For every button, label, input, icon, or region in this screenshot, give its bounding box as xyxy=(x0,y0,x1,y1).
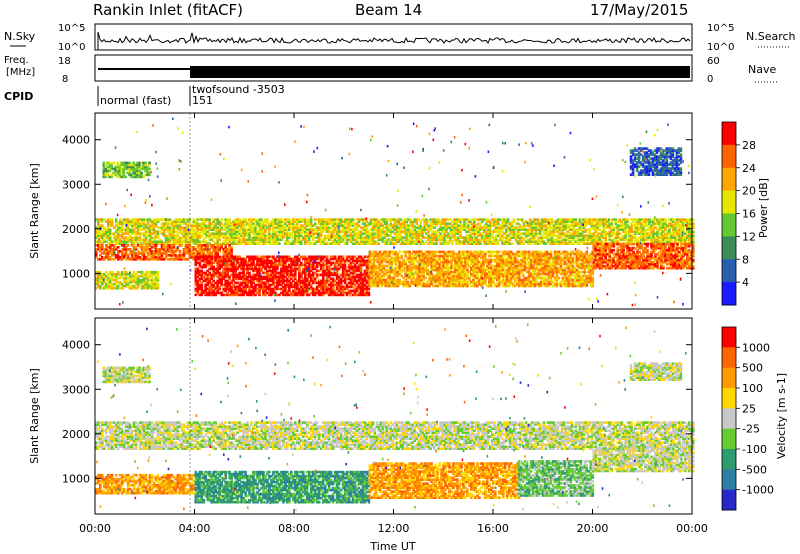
colorbar-cell xyxy=(722,347,736,368)
colorbar-tick-label: 500 xyxy=(742,362,763,375)
cpid-mode-normal: normal (fast) xyxy=(100,94,171,107)
colorbar-tick-label: -500 xyxy=(742,463,767,476)
x-tick-label: 16:00 xyxy=(477,522,509,535)
colorbar-cell xyxy=(722,214,736,237)
noise-right-tick-top: 10^5 xyxy=(707,23,734,34)
colorbar-cell xyxy=(722,368,736,389)
y-tick-label: 4000 xyxy=(62,134,90,147)
y-tick-label: 1000 xyxy=(62,472,90,485)
x-tick-label: 00:00 xyxy=(676,522,708,535)
y-tick-label: 3000 xyxy=(62,383,90,396)
x-tick-label: 20:00 xyxy=(577,522,609,535)
colorbar-cell xyxy=(722,282,736,305)
beam-title: Beam 14 xyxy=(355,1,422,19)
radar-summary-plot: Rankin Inlet (fitACF) Beam 14 17/May/201… xyxy=(0,0,800,554)
freq-unit-label: [MHz] xyxy=(6,67,35,78)
nave-right-tick-bottom: 0 xyxy=(707,74,713,85)
x-tick-label: 08:00 xyxy=(278,522,310,535)
colorbar-cell xyxy=(722,259,736,282)
colorbar-tick-label: -25 xyxy=(742,423,760,436)
colorbar-cell xyxy=(722,122,736,145)
power-panel: 1000 2000 3000 4000 Slant Range [km] 28 24 20… xyxy=(28,113,770,309)
colorbar-cell xyxy=(722,327,736,348)
colorbar-tick-label: 12 xyxy=(742,230,756,243)
colorbar-tick-label: -1000 xyxy=(742,484,774,497)
colorbar-tick-label: 100 xyxy=(742,382,763,395)
cpid-mode-twofsound: twofsound -3503 xyxy=(192,83,285,96)
freq-nave-band-twofsound xyxy=(190,66,690,78)
heatmap-band xyxy=(103,162,151,179)
heatmap-band xyxy=(95,474,195,495)
noise-sky-label: N.Sky xyxy=(4,30,36,43)
velocity-panel: 1000 2000 3000 4000 Slant Range [km] 1000 50… xyxy=(28,318,788,514)
colorbar-tick-label: 20 xyxy=(742,185,756,198)
colorbar-cell xyxy=(722,469,736,490)
freq-label: Freq. xyxy=(4,55,29,66)
colorbar-tick-label: 1000 xyxy=(742,341,770,354)
noise-right-tick-bottom: 10^0 xyxy=(707,42,734,53)
noise-panel: N.Sky 10^5 10^0 10^5 10^0 N.Search xyxy=(4,23,796,53)
heatmap-band xyxy=(195,256,371,297)
y-tick-label: 2000 xyxy=(62,428,90,441)
velocity-colorbar: 1000 500 100 25 -25 -100 -500 -1000 xyxy=(722,327,774,511)
colorbar-cell xyxy=(722,429,736,450)
noise-sky-trace xyxy=(98,32,690,50)
colorbar-tick-label: -100 xyxy=(742,443,767,456)
x-axis-title: Time UT xyxy=(369,540,415,553)
colorbar-tick-label: 8 xyxy=(742,253,749,266)
colorbar-tick-label: 4 xyxy=(742,276,749,289)
x-tick-label: 00:00 xyxy=(79,522,111,535)
y-tick-label: 2000 xyxy=(62,223,90,236)
noise-left-tick-top: 10^5 xyxy=(58,23,85,34)
colorbar-tick-label: 28 xyxy=(742,139,756,152)
nave-label: Nave xyxy=(748,63,776,76)
noise-left-tick-bottom: 10^0 xyxy=(58,42,85,53)
cpid-label: CPID xyxy=(4,90,33,103)
colorbar-cell xyxy=(722,408,736,429)
power-y-axis-label: Slant Range [km] xyxy=(28,163,41,259)
freq-left-tick-top: 18 xyxy=(58,56,71,67)
power-colorbar-label: Power [dB] xyxy=(757,178,770,238)
colorbar-tick-label: 25 xyxy=(742,402,756,415)
cpid-panel: CPID normal (fast) 151 twofsound -3503 xyxy=(4,83,285,107)
velocity-y-axis-label: Slant Range [km] xyxy=(28,368,41,464)
freq-left-tick-bottom: 8 xyxy=(62,74,68,85)
station-title: Rankin Inlet (fitACF) xyxy=(93,1,243,19)
heatmap-band xyxy=(630,147,682,176)
colorbar-cell xyxy=(722,191,736,214)
y-tick-label: 4000 xyxy=(62,339,90,352)
frequency-panel: Freq. [MHz] 18 8 60 0 Nave xyxy=(4,55,778,85)
colorbar-cell xyxy=(722,388,736,409)
heatmap-band xyxy=(195,471,371,504)
x-tick-label: 12:00 xyxy=(378,522,410,535)
colorbar-tick-label: 16 xyxy=(742,208,756,221)
y-tick-label: 3000 xyxy=(62,178,90,191)
power-colorbar: 28 24 20 16 12 8 4 xyxy=(722,122,756,306)
colorbar-tick-label: 24 xyxy=(742,162,756,175)
freq-line-normal xyxy=(98,68,190,70)
colorbar-cell xyxy=(722,236,736,259)
heatmap-band xyxy=(103,367,151,384)
noise-search-label: N.Search xyxy=(746,30,796,43)
colorbar-cell xyxy=(722,449,736,470)
colorbar-cell xyxy=(722,145,736,168)
date-title: 17/May/2015 xyxy=(590,1,688,19)
colorbar-cell xyxy=(722,168,736,191)
y-tick-label: 1000 xyxy=(62,267,90,280)
nave-right-tick-top: 60 xyxy=(707,56,720,67)
colorbar-cell xyxy=(722,490,736,511)
x-tick-label: 04:00 xyxy=(179,522,211,535)
velocity-colorbar-label: Velocity [m s-1] xyxy=(775,373,788,459)
